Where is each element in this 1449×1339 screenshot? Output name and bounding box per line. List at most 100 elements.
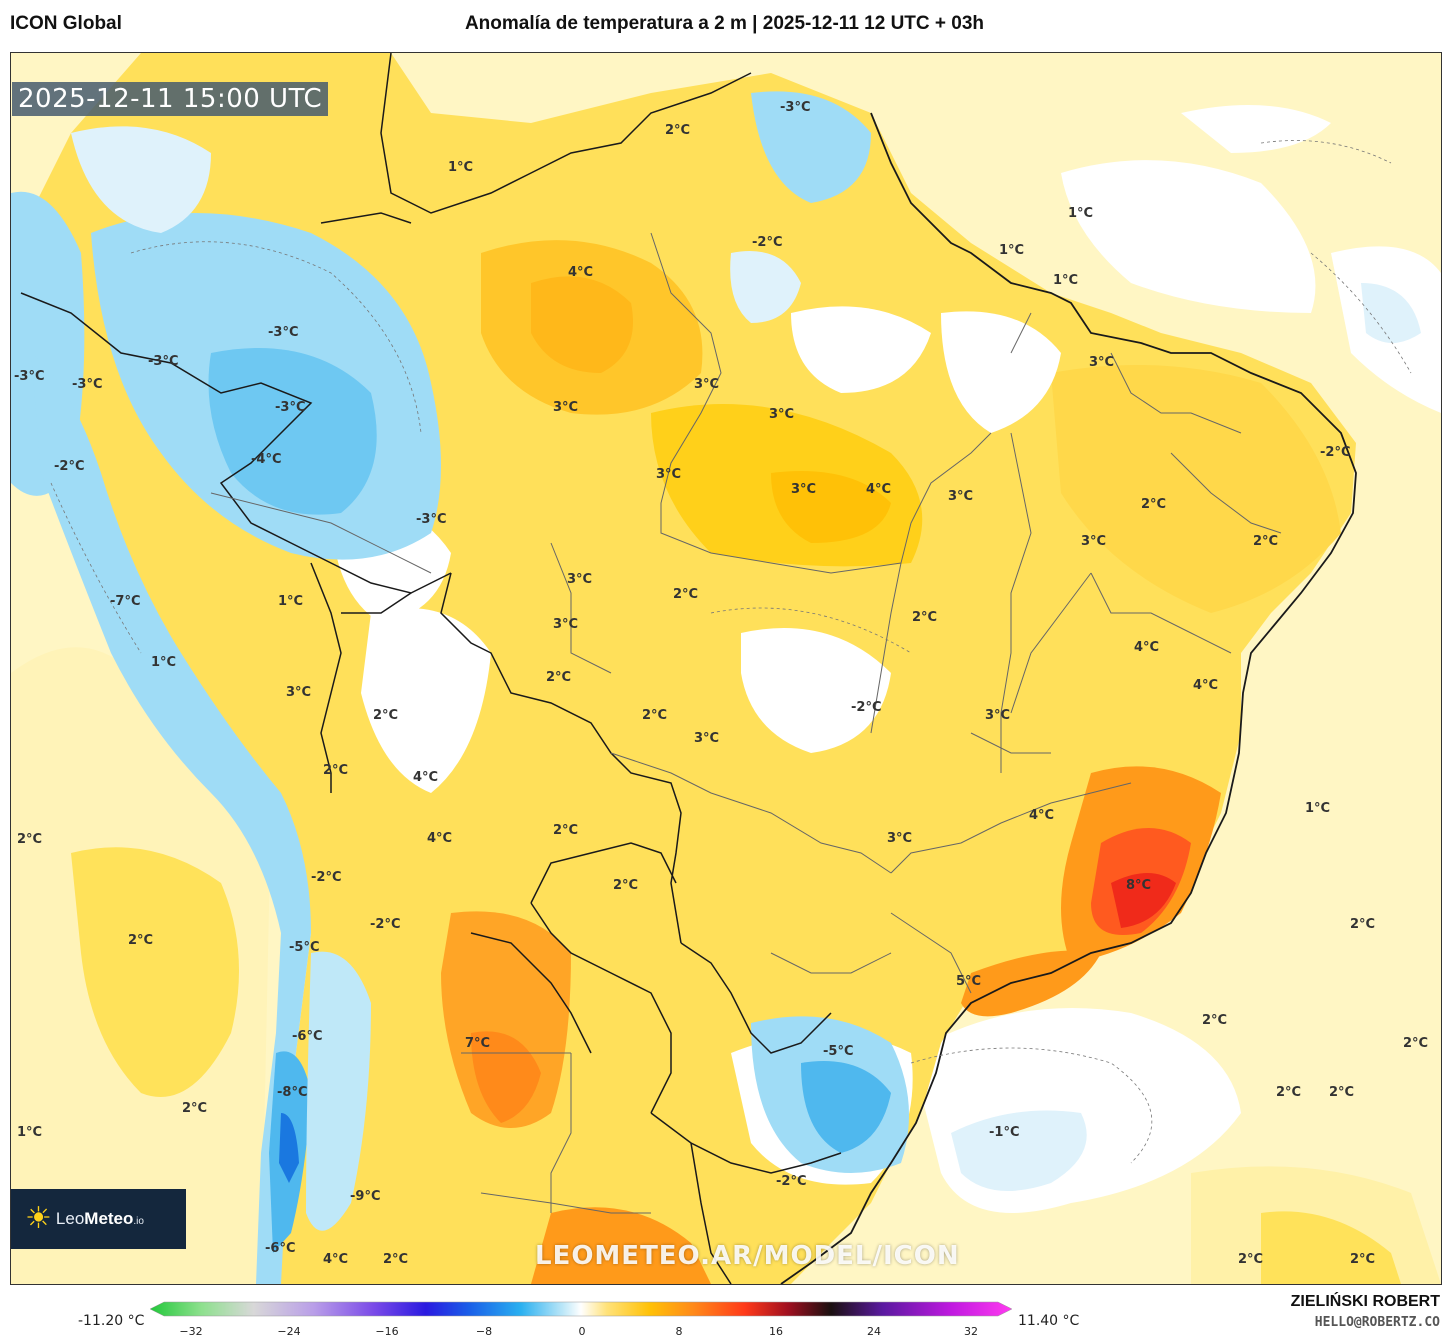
contour-label: 1°C [17, 1125, 43, 1140]
contour-label: 3°C [567, 572, 593, 587]
colorbar-tick: −32 [179, 1325, 203, 1338]
contour-label: 2°C [1141, 497, 1167, 512]
colorbar [150, 1301, 1012, 1317]
contour-label: 2°C [17, 832, 43, 847]
contour-label: -2°C [1320, 445, 1351, 460]
contour-label: 1°C [999, 243, 1025, 258]
contour-label: -5°C [289, 940, 320, 955]
contour-label: 1°C [1053, 273, 1079, 288]
model-name: ICON Global [10, 13, 122, 34]
colorbar-max-label: 11.40 °C [1018, 1313, 1080, 1329]
contour-label: 3°C [694, 731, 720, 746]
contour-label: 1°C [1068, 206, 1094, 221]
contour-label: 2°C [323, 763, 349, 778]
contour-label: 2°C [1202, 1013, 1228, 1028]
contour-label: 2°C [1276, 1085, 1302, 1100]
contour-label: 3°C [656, 467, 682, 482]
contour-label: 3°C [1081, 534, 1107, 549]
contour-label: -6°C [292, 1029, 323, 1044]
contour-label: 4°C [568, 265, 594, 280]
contour-label: -2°C [311, 870, 342, 885]
contour-label: 1°C [278, 594, 304, 609]
contour-label: 2°C [642, 708, 668, 723]
leometeo-logo[interactable]: ☀ LeoMeteo.io [11, 1189, 186, 1249]
contour-label: -2°C [752, 235, 783, 250]
colorbar-tick: 24 [867, 1325, 881, 1338]
contour-label: 3°C [985, 708, 1011, 723]
author-name: ZIELIŃSKI ROBERT [1290, 1293, 1440, 1310]
colorbar-tick: −8 [475, 1325, 493, 1338]
map-title: Anomalía de temperatura a 2 m | 2025-12-… [464, 13, 985, 34]
colorbar-tick: −24 [277, 1325, 301, 1338]
contour-label: 7°C [465, 1036, 491, 1051]
contour-label: -9°C [350, 1189, 381, 1204]
contour-label: 3°C [286, 685, 312, 700]
contour-label: 2°C [373, 708, 399, 723]
contour-label: -3°C [14, 369, 45, 384]
contour-label: -8°C [277, 1085, 308, 1100]
contour-label: 4°C [427, 831, 453, 846]
contour-label: 8°C [1126, 878, 1152, 893]
contour-label: 2°C [1329, 1085, 1355, 1100]
contour-label: 3°C [553, 400, 579, 415]
watermark-url: LEOMETEO.AR/MODEL/ICON [535, 1241, 960, 1271]
contour-label: 4°C [413, 770, 439, 785]
contour-label: 2°C [1253, 534, 1279, 549]
contour-label: -3°C [780, 100, 811, 115]
contour-label: -2°C [776, 1174, 807, 1189]
colorbar-tick: 16 [769, 1325, 783, 1338]
contour-label: 5°C [956, 974, 982, 989]
contour-label: -5°C [823, 1044, 854, 1059]
contour-label: -3°C [416, 512, 447, 527]
contour-label: -1°C [989, 1125, 1020, 1140]
contour-label: -6°C [265, 1241, 296, 1256]
colorbar-tick: −16 [375, 1325, 399, 1338]
anomaly-field [11, 53, 1441, 1284]
contour-label: -3°C [268, 325, 299, 340]
colorbar-tick: 32 [964, 1325, 978, 1338]
contour-label: 1°C [448, 160, 474, 175]
contour-label: 3°C [553, 617, 579, 632]
contour-label: 2°C [182, 1101, 208, 1116]
colorbar-tick: 0 [578, 1325, 586, 1338]
contour-label: -2°C [54, 459, 85, 474]
contour-label: 3°C [769, 407, 795, 422]
colorbar-min-label: -11.20 °C [78, 1313, 145, 1329]
contour-label: 1°C [1305, 801, 1331, 816]
contour-label: -3°C [72, 377, 103, 392]
contour-label: -2°C [851, 700, 882, 715]
contour-label: 2°C [383, 1252, 409, 1267]
contour-label: 2°C [665, 123, 691, 138]
contour-label: 2°C [1403, 1036, 1429, 1051]
logo-text: LeoMeteo.io [55, 1209, 144, 1228]
contour-label: 2°C [553, 823, 579, 838]
author-email[interactable]: HELLO@ROBERTZ.CO [1314, 1315, 1440, 1330]
contour-label: 2°C [128, 933, 154, 948]
contour-label: 4°C [323, 1252, 349, 1267]
contour-label: 2°C [1350, 1252, 1376, 1267]
contour-label: 2°C [613, 878, 639, 893]
contour-label: 3°C [1089, 355, 1115, 370]
contour-label: 3°C [948, 489, 974, 504]
contour-label: 3°C [791, 482, 817, 497]
contour-label: 2°C [1350, 917, 1376, 932]
contour-label: -3°C [148, 354, 179, 369]
contour-label: 3°C [887, 831, 913, 846]
temperature-anomaly-map[interactable] [10, 52, 1442, 1285]
contour-label: -4°C [251, 452, 282, 467]
contour-label: 1°C [151, 655, 177, 670]
contour-label: 4°C [1193, 678, 1219, 693]
sun-icon: ☀ [25, 1201, 52, 1236]
contour-label: -3°C [275, 400, 306, 415]
contour-label: 2°C [1238, 1252, 1264, 1267]
contour-label: -2°C [370, 917, 401, 932]
colorbar-tick: 8 [675, 1325, 683, 1338]
contour-label: 2°C [546, 670, 572, 685]
contour-label: 2°C [673, 587, 699, 602]
contour-label: 4°C [866, 482, 892, 497]
valid-time-badge: 2025-12-11 15:00 UTC [12, 82, 329, 116]
contour-label: 2°C [912, 610, 938, 625]
contour-label: 3°C [694, 377, 720, 392]
contour-label: 4°C [1029, 808, 1055, 823]
contour-label: 4°C [1134, 640, 1160, 655]
